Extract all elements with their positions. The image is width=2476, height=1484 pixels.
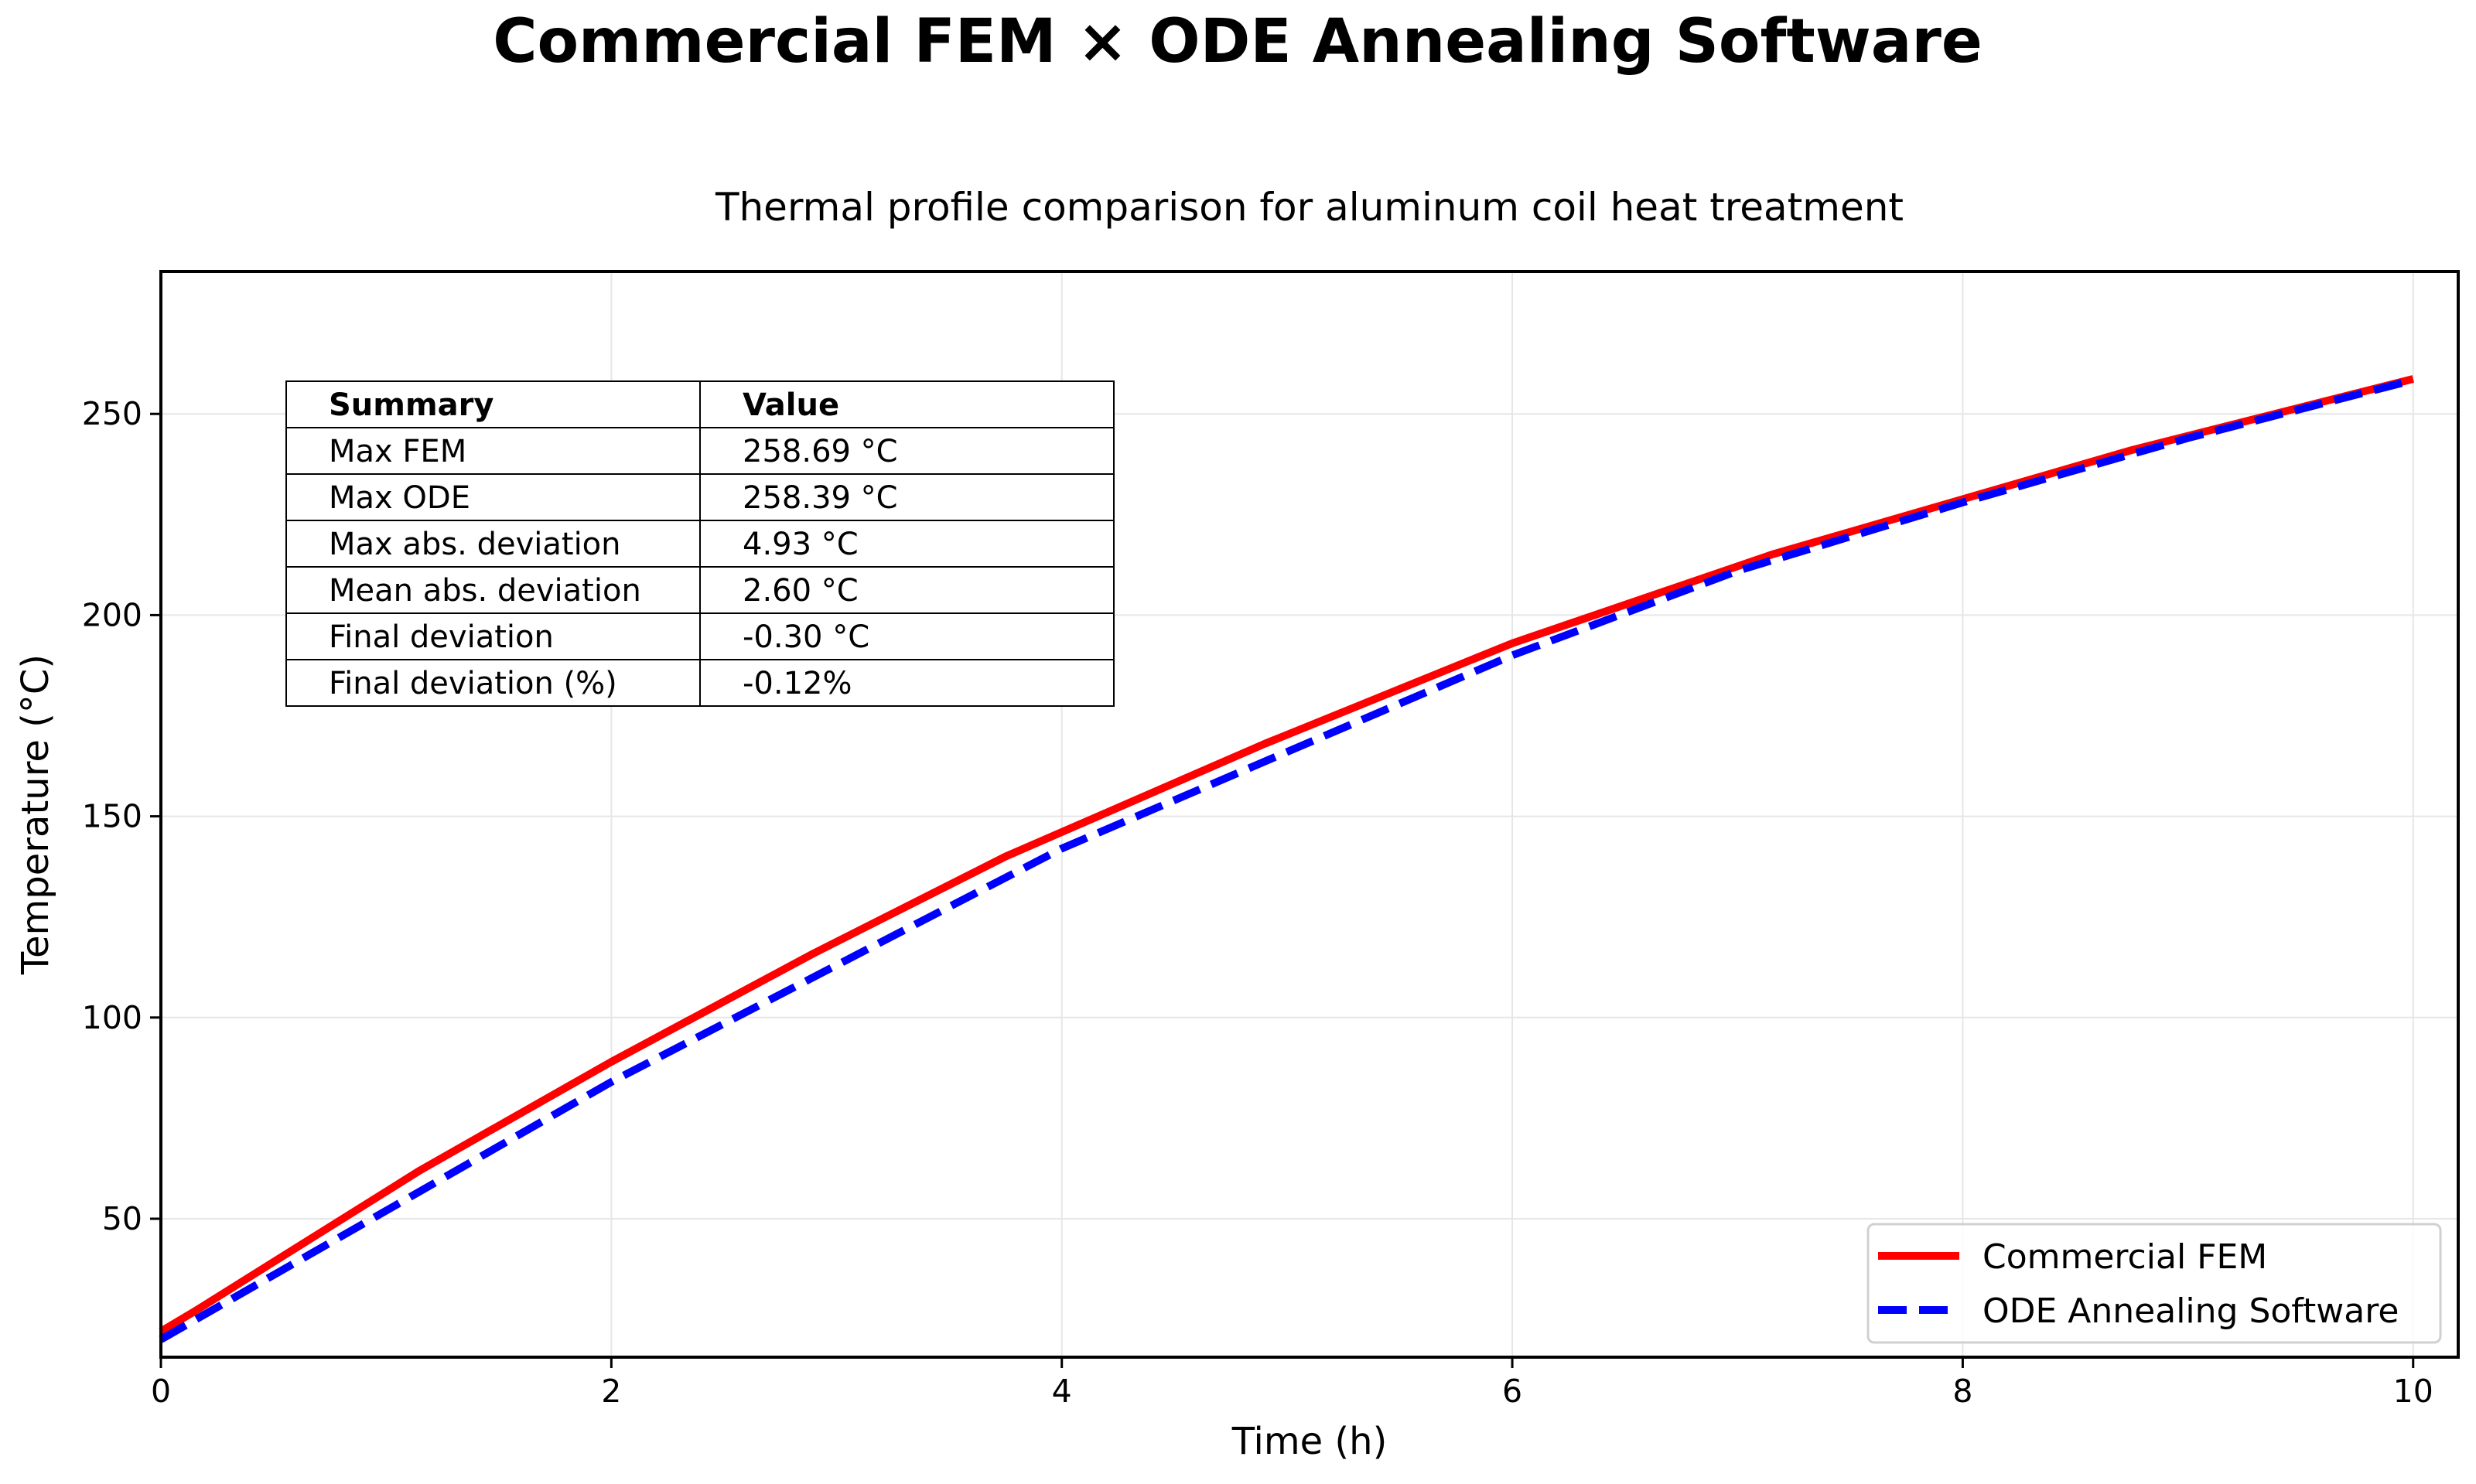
legend-label: ODE Annealing Software <box>1983 1291 2399 1331</box>
chart-subtitle: Thermal profile comparison for aluminum … <box>715 185 1904 230</box>
table-cell: 4.93 °C <box>743 527 859 562</box>
x-tick-label: 2 <box>601 1373 621 1410</box>
series-layer <box>159 375 2415 1343</box>
table-header: Value <box>743 387 839 423</box>
plot-frame <box>159 270 2460 1359</box>
x-tick-label: 6 <box>1502 1373 1522 1410</box>
table-cell: Max ODE <box>329 480 470 516</box>
x-axis-label: Time (h) <box>1231 1420 1388 1463</box>
y-tick-label: 250 <box>82 395 142 432</box>
table-cell: Final deviation <box>329 619 554 655</box>
table-cell: -0.12% <box>743 666 852 701</box>
y-axis-label: Temperature (°C) <box>14 654 57 975</box>
y-tick-label: 100 <box>82 999 142 1036</box>
series-line-1 <box>159 376 2415 1343</box>
table-cell: 258.39 °C <box>743 480 898 516</box>
table-cell: 258.69 °C <box>743 434 898 469</box>
table-cell: Mean abs. deviation <box>329 573 641 609</box>
table-cell: Max abs. deviation <box>329 527 621 562</box>
y-tick-label: 50 <box>102 1200 142 1237</box>
x-tick-label: 0 <box>151 1373 171 1410</box>
legend-box <box>1866 1223 2442 1344</box>
summary-table: Summary Value Max FEM 258.69 °C Max ODE 258.3… <box>285 380 1115 707</box>
table-cell: 2.60 °C <box>743 573 859 609</box>
legend-label: Commercial FEM <box>1983 1237 2267 1277</box>
legend: Commercial FEM ODE Annealing Software <box>1866 1223 2442 1344</box>
table-cell: Max FEM <box>329 434 466 469</box>
figure-title: Commercial FEM × ODE Annealing Software <box>493 7 1983 77</box>
ticks: 0 2 4 6 8 10 50 100 150 200 250 <box>82 395 2433 1410</box>
y-tick-label: 200 <box>82 596 142 633</box>
table-cell: Final deviation (%) <box>329 666 617 701</box>
table-cell: -0.30 °C <box>743 619 869 655</box>
x-tick-label: 8 <box>1952 1373 1972 1410</box>
table-header: Summary <box>329 387 493 423</box>
x-tick-label: 4 <box>1052 1373 1072 1410</box>
series-line-0 <box>159 375 2414 1335</box>
y-tick-label: 150 <box>82 798 142 835</box>
x-tick-label: 10 <box>2393 1373 2433 1410</box>
